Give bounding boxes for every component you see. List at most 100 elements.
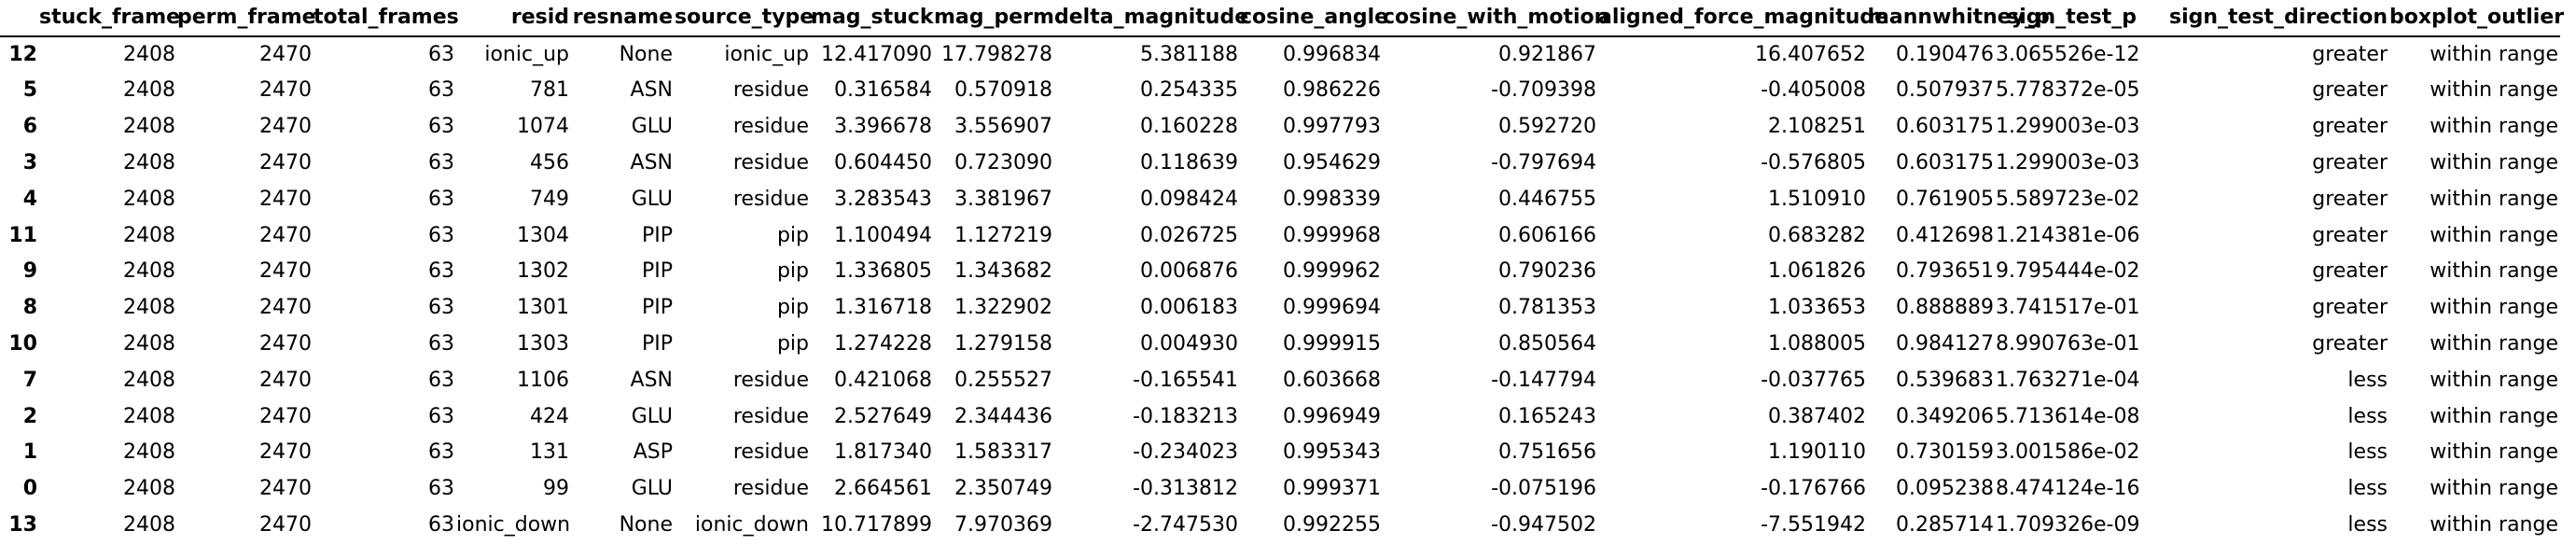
table-cell: 749	[530, 187, 569, 211]
table-cell: 2470	[259, 404, 312, 428]
table-cell: less	[2347, 440, 2388, 465]
table-cell: 2.350749	[954, 477, 1052, 501]
table-cell: 2408	[123, 187, 175, 211]
table-cell: greater	[2312, 151, 2388, 175]
table-cell: PIP	[641, 332, 673, 356]
table-cell: 2408	[123, 368, 175, 392]
table-cell: 8.990763e-01	[1996, 332, 2140, 356]
table-row: 8 2408 2470 63 1301 PIP pip 1.316718 1.322902 0.0…	[0, 289, 2560, 326]
table-cell: 63	[428, 513, 454, 537]
table-cell: 10.717899	[821, 513, 932, 537]
table-cell: ASP	[633, 440, 673, 465]
table-cell: within range	[2430, 259, 2558, 284]
table-cell: 63	[428, 78, 454, 103]
table-cell: 1.088005	[1768, 332, 1866, 356]
table-cell: -0.313812	[1133, 477, 1238, 501]
row-index: 0	[22, 477, 37, 501]
table-cell: 2408	[123, 151, 175, 175]
table-cell: 0.387402	[1768, 404, 1866, 428]
table-cell: 0.004930	[1140, 332, 1238, 356]
column-header: aligned_force_magnitude	[1598, 0, 1888, 37]
table-cell: 2470	[259, 477, 312, 501]
table-cell: 63	[428, 296, 454, 320]
table-cell: 63	[428, 404, 454, 428]
table-cell: 17.798278	[941, 43, 1052, 67]
row-index: 10	[8, 332, 37, 356]
table-cell: 0.999915	[1283, 332, 1381, 356]
table-cell: 63	[428, 187, 454, 211]
row-index: 5	[22, 78, 37, 103]
table-cell: greater	[2312, 296, 2388, 320]
table-row: 13 2408 2470 63 ionic_down None ionic_down 10.7…	[0, 507, 2560, 543]
table-cell: 0.954629	[1283, 151, 1381, 175]
column-header: sign_test_p	[1996, 0, 2138, 37]
table-cell: within range	[2430, 404, 2558, 428]
row-index: 2	[22, 404, 37, 428]
table-cell: 0.723090	[954, 151, 1052, 175]
table-cell: within range	[2430, 78, 2558, 103]
table-cell: 0.999962	[1283, 259, 1381, 284]
table-cell: 0.761905	[1896, 187, 1994, 211]
table-cell: -0.405008	[1761, 78, 1866, 103]
table-cell: -7.551942	[1761, 513, 1866, 537]
table-cell: 2470	[259, 187, 312, 211]
table-cell: 0.316584	[834, 78, 932, 103]
table-cell: 0.570918	[954, 78, 1052, 103]
table-cell: 0.603175	[1896, 115, 1994, 139]
table-cell: None	[619, 43, 673, 67]
table-cell: 3.001586e-02	[1996, 440, 2140, 465]
table-cell: -0.947502	[1491, 513, 1596, 537]
table-cell: 2.344436	[954, 404, 1052, 428]
table-cell: pip	[776, 296, 809, 320]
table-cell: 0.999371	[1283, 477, 1381, 501]
table-cell: residue	[732, 477, 809, 501]
table-cell: 1302	[517, 259, 569, 284]
table-cell: 1.583317	[954, 440, 1052, 465]
table-cell: within range	[2430, 115, 2558, 139]
table-row: 10 2408 2470 63 1303 PIP pip 1.274228 1.279158 0.…	[0, 326, 2560, 362]
table-cell: 63	[428, 151, 454, 175]
table-cell: -0.709398	[1491, 78, 1596, 103]
table-cell: 0.592720	[1498, 115, 1596, 139]
table-row: 0 2408 2470 63 99 GLU residue 2.664561 2.350749 -…	[0, 470, 2560, 507]
table-cell: 1.343682	[954, 259, 1052, 284]
table-cell: 424	[530, 404, 569, 428]
table-row: 9 2408 2470 63 1302 PIP pip 1.336805 1.343682 0.0…	[0, 254, 2560, 290]
table-cell: 0.507937	[1896, 78, 1994, 103]
table-cell: 0.992255	[1283, 513, 1381, 537]
table-cell: 2408	[123, 78, 175, 103]
row-index: 13	[8, 513, 37, 537]
table-cell: 3.381967	[954, 187, 1052, 211]
table-row: 1 2408 2470 63 131 ASP residue 1.817340 1.583317…	[0, 435, 2560, 471]
table-cell: 0.603668	[1283, 368, 1381, 392]
table-cell: 456	[530, 151, 569, 175]
table-cell: ionic_up	[724, 43, 809, 67]
table-body: 12 2408 2470 63 ionic_up None ionic_up 12.41709…	[0, 36, 2560, 543]
table-cell: 0.026725	[1140, 223, 1238, 247]
table-row: 5 2408 2470 63 781 ASN residue 0.316584 0.570918…	[0, 73, 2560, 109]
table-cell: 2470	[259, 332, 312, 356]
table-cell: pip	[776, 332, 809, 356]
table-cell: residue	[732, 151, 809, 175]
table-cell: 0.730159	[1896, 440, 1994, 465]
table-cell: 1.299003e-03	[1996, 115, 2140, 139]
table-cell: 0.790236	[1498, 259, 1596, 284]
table-cell: greater	[2312, 259, 2388, 284]
table-cell: -0.183213	[1133, 404, 1238, 428]
table-cell: 2.108251	[1768, 115, 1866, 139]
table-cell: 0.255527	[954, 368, 1052, 392]
table-cell: 1.274228	[834, 332, 932, 356]
table-cell: 16.407652	[1755, 43, 1866, 67]
table-cell: 781	[530, 78, 569, 103]
column-header: mag_stuck	[811, 0, 934, 37]
table-cell: 1.100494	[834, 223, 932, 247]
table-cell: 1.299003e-03	[1996, 151, 2140, 175]
table-cell: 2408	[123, 440, 175, 465]
table-cell: 131	[530, 440, 569, 465]
column-header: resname	[571, 0, 675, 37]
table-cell: greater	[2312, 187, 2388, 211]
table-cell: 63	[428, 223, 454, 247]
table-cell: None	[619, 513, 673, 537]
table-cell: greater	[2312, 223, 2388, 247]
